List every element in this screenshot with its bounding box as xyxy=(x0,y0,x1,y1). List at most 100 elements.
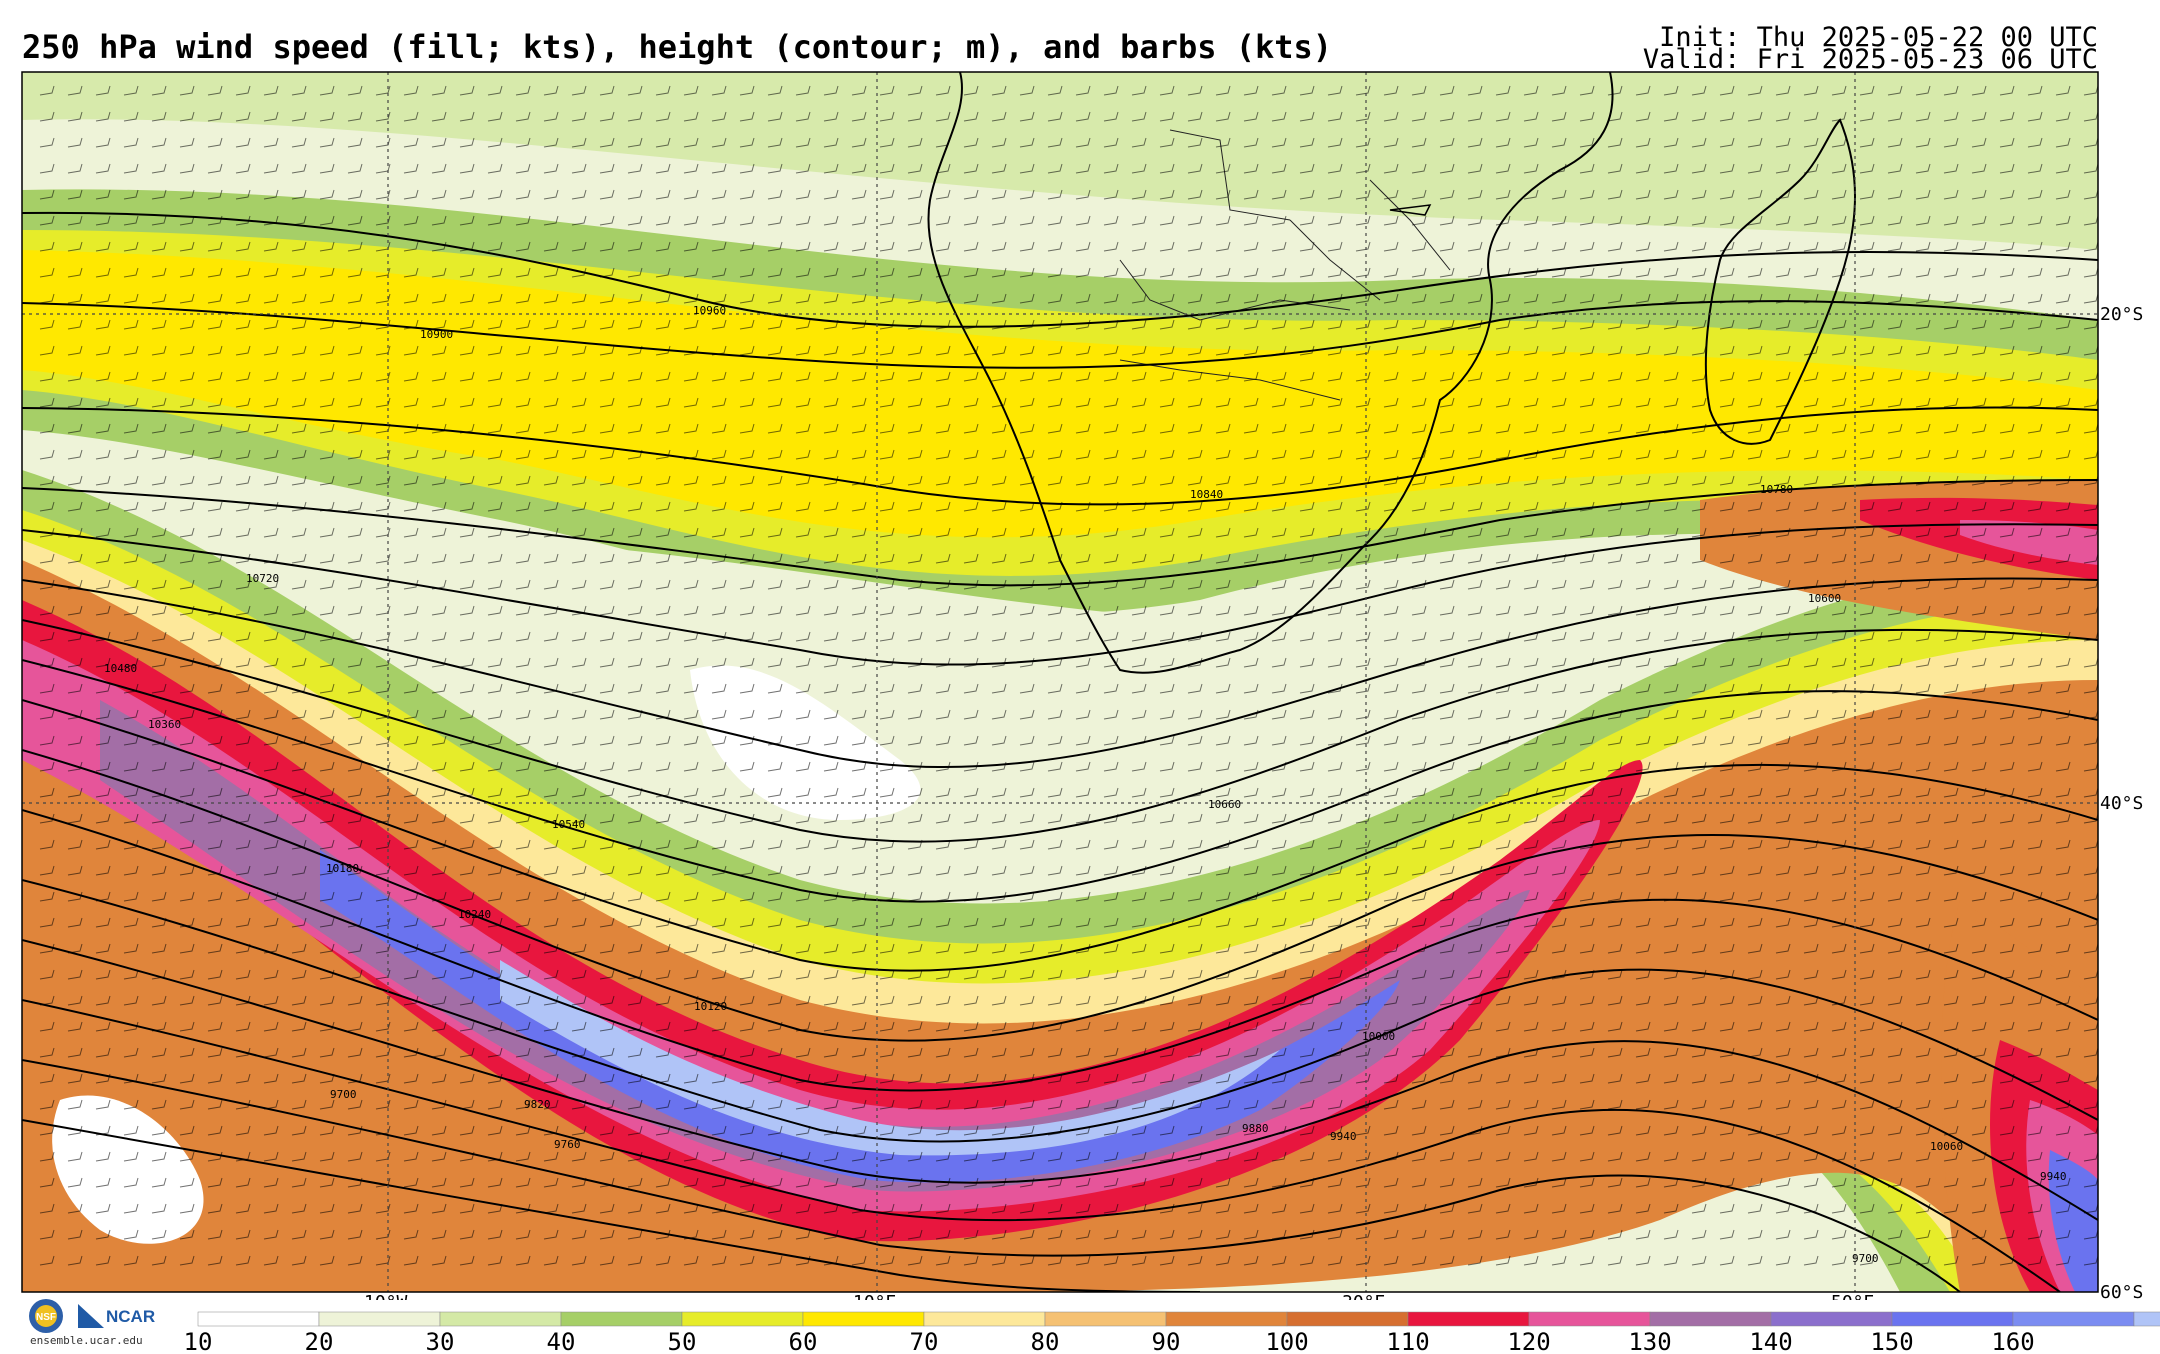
wind-barb xyxy=(1159,319,1175,330)
wind-barb xyxy=(403,761,419,772)
wind-barb xyxy=(1579,683,1595,694)
wind-barb xyxy=(1915,371,1931,382)
wind-barb xyxy=(1747,735,1763,746)
wind-barb xyxy=(1579,1125,1595,1136)
wind-barb xyxy=(907,293,923,304)
wind-barb xyxy=(795,553,811,564)
wind-barb xyxy=(1355,189,1371,200)
wind-barb xyxy=(291,85,307,96)
wind-barb xyxy=(67,1021,83,1032)
wind-barb xyxy=(1243,761,1259,772)
wind-barb xyxy=(1215,111,1231,122)
wind-barb xyxy=(935,215,951,226)
wind-barb xyxy=(235,891,251,902)
wind-barb xyxy=(823,1229,839,1240)
wind-barb xyxy=(1103,917,1119,928)
wind-barb xyxy=(851,1099,867,1110)
wind-barb xyxy=(1439,501,1455,512)
wind-barb xyxy=(963,241,979,252)
wind-barb xyxy=(1495,423,1511,434)
wind-barb xyxy=(1859,111,1875,122)
wind-barb xyxy=(95,215,111,226)
wind-barb xyxy=(459,553,475,564)
wind-barb xyxy=(1663,735,1679,746)
wind-barb xyxy=(767,319,783,330)
wind-barb xyxy=(2055,761,2071,772)
wind-barb xyxy=(459,813,475,824)
wind-barb xyxy=(1243,943,1259,954)
wind-barb xyxy=(1999,163,2015,174)
wind-barb xyxy=(1047,345,1063,356)
wind-barb xyxy=(2055,319,2071,330)
wind-barb xyxy=(1523,1255,1539,1266)
wind-barb xyxy=(795,241,811,252)
wind-barb xyxy=(823,1073,839,1084)
wind-barb xyxy=(123,1151,139,1162)
wind-barb xyxy=(431,319,447,330)
wind-barb xyxy=(1719,1125,1735,1136)
wind-barb xyxy=(683,709,699,720)
wind-barb xyxy=(1019,1125,1035,1136)
wind-barb xyxy=(1691,813,1707,824)
wind-barb xyxy=(1803,735,1819,746)
wind-barb xyxy=(123,1021,139,1032)
wind-barb xyxy=(1215,1047,1231,1058)
contour-label: 9700 xyxy=(330,1088,357,1101)
wind-barb xyxy=(907,345,923,356)
wind-barb xyxy=(1243,137,1259,148)
wind-barb xyxy=(263,1255,279,1266)
wind-barb xyxy=(151,85,167,96)
wind-barb xyxy=(1271,1021,1287,1032)
wind-barb xyxy=(823,787,839,798)
wind-barb xyxy=(179,995,195,1006)
wind-barb xyxy=(851,553,867,564)
wind-barb xyxy=(1523,1177,1539,1188)
wind-barb xyxy=(1551,1151,1567,1162)
wind-barb xyxy=(319,579,335,590)
wind-barb xyxy=(1103,683,1119,694)
wind-barb xyxy=(1467,1073,1483,1084)
wind-barb xyxy=(39,1151,55,1162)
wind-barb xyxy=(1579,761,1595,772)
wind-barb xyxy=(1271,683,1287,694)
wind-barb xyxy=(1859,319,1875,330)
wind-barb xyxy=(179,475,195,486)
wind-barb xyxy=(1915,969,1931,980)
wind-barb xyxy=(487,787,503,798)
wind-barb xyxy=(571,449,587,460)
wind-barb xyxy=(1663,527,1679,538)
wind-barb xyxy=(991,657,1007,668)
wind-barb xyxy=(151,1229,167,1240)
wind-barb xyxy=(1943,319,1959,330)
wind-barb xyxy=(487,475,503,486)
wind-barb xyxy=(795,449,811,460)
wind-barb xyxy=(1971,709,1987,720)
wind-barb xyxy=(487,1073,503,1084)
wind-barb xyxy=(1327,371,1343,382)
wind-barb xyxy=(543,1099,559,1110)
wind-barb xyxy=(263,943,279,954)
wind-barb xyxy=(627,1073,643,1084)
wind-barb xyxy=(1971,1151,1987,1162)
wind-barb xyxy=(1775,631,1791,642)
wind-barb xyxy=(1019,371,1035,382)
wind-barb xyxy=(2055,1073,2071,1084)
wind-barb xyxy=(627,839,643,850)
wind-barb xyxy=(207,579,223,590)
wind-barb xyxy=(403,1125,419,1136)
wind-barb xyxy=(599,1099,615,1110)
wind-barb xyxy=(1131,995,1147,1006)
wind-barb xyxy=(1943,1229,1959,1240)
wind-barb xyxy=(1019,1177,1035,1188)
wind-barb xyxy=(1663,605,1679,616)
wind-barb xyxy=(1831,475,1847,486)
wind-barb xyxy=(235,345,251,356)
wind-barb xyxy=(487,813,503,824)
wind-barb xyxy=(1887,1073,1903,1084)
wind-barb xyxy=(179,371,195,382)
wind-barb xyxy=(179,865,195,876)
wind-barb xyxy=(1243,293,1259,304)
wind-barb xyxy=(1495,787,1511,798)
wind-barb xyxy=(1579,605,1595,616)
wind-barb xyxy=(711,345,727,356)
